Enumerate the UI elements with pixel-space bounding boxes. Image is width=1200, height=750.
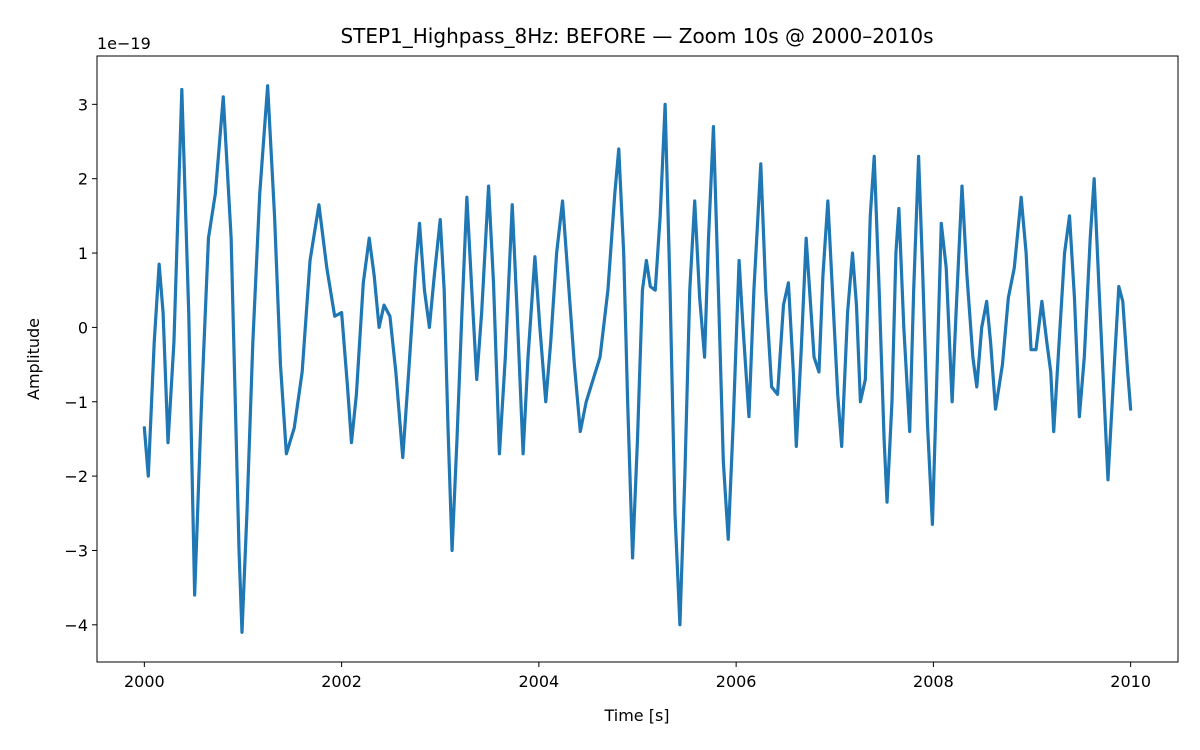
y-axis-label: Amplitude bbox=[24, 318, 43, 400]
x-tick-label: 2000 bbox=[124, 672, 165, 691]
x-tick-label: 2002 bbox=[321, 672, 362, 691]
chart-title: STEP1_Highpass_8Hz: BEFORE — Zoom 10s @ … bbox=[340, 24, 933, 48]
series-line bbox=[142, 84, 1133, 634]
y-tick-label: 3 bbox=[78, 95, 88, 114]
y-tick-label: −3 bbox=[64, 541, 88, 560]
y-tick-label: 1 bbox=[78, 244, 88, 263]
series-layer bbox=[142, 84, 1133, 634]
y-tick-label: −2 bbox=[64, 467, 88, 486]
x-tick-label: 2010 bbox=[1110, 672, 1151, 691]
y-offset-label: 1e−19 bbox=[97, 34, 151, 53]
y-axis-ticks: −4 −3 −2 −1 0 1 2 3 bbox=[64, 95, 97, 635]
x-tick-label: 2004 bbox=[519, 672, 560, 691]
y-tick-label: −4 bbox=[64, 616, 88, 635]
x-tick-label: 2008 bbox=[913, 672, 954, 691]
y-tick-label: −1 bbox=[64, 393, 88, 412]
plot-area: 2000 2002 2004 2006 2008 2010 −4 −3 −2 −1 0 1 2 3 bbox=[64, 55, 1179, 691]
x-axis-ticks: 2000 2002 2004 2006 2008 2010 bbox=[124, 662, 1151, 691]
plot-frame bbox=[96, 55, 1179, 663]
y-tick-label: 0 bbox=[78, 318, 88, 337]
x-axis-label: Time [s] bbox=[603, 706, 669, 725]
y-tick-label: 2 bbox=[78, 170, 88, 189]
x-tick-label: 2006 bbox=[716, 672, 757, 691]
